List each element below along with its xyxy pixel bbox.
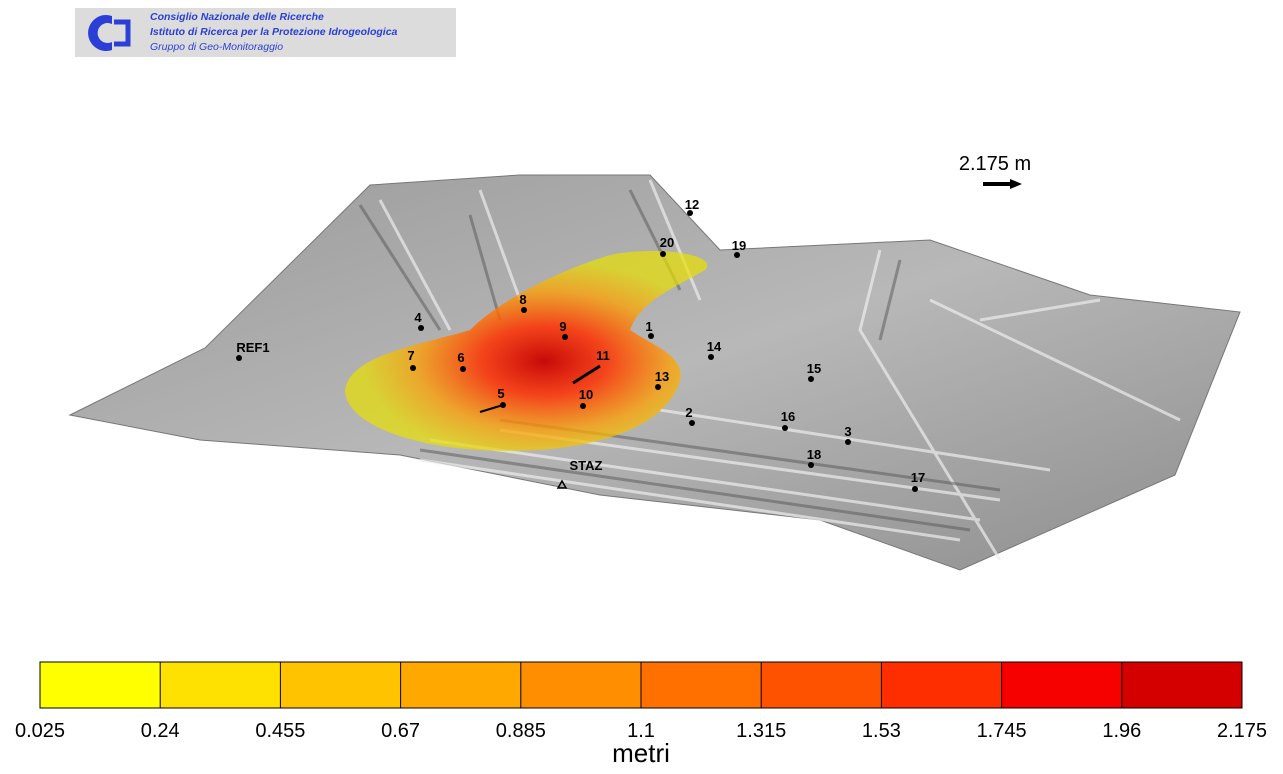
point-label: 13	[655, 369, 669, 384]
colorbar-segment	[1002, 662, 1122, 708]
point-marker	[521, 307, 527, 313]
figure: Consiglio Nazionale delle Ricerche Istit…	[0, 0, 1283, 774]
colorbar-tick-label: 1.315	[736, 720, 786, 742]
point-label: 20	[660, 235, 674, 250]
point-label: 11	[596, 348, 610, 363]
point-marker	[708, 354, 714, 360]
point-label: 14	[707, 339, 722, 354]
point-label: 18	[807, 447, 821, 462]
point-marker	[845, 439, 851, 445]
point-label: 7	[407, 348, 414, 363]
point-marker	[808, 376, 814, 382]
colorbar-tick-label: 1.53	[862, 720, 901, 742]
colorbar-segment	[160, 662, 280, 708]
point-label: 9	[559, 319, 566, 334]
point-label: 1	[645, 319, 652, 334]
point-label: 3	[844, 424, 851, 439]
page: Consiglio Nazionale delle Ricerche Istit…	[0, 0, 1283, 774]
colorbar-tick-label: 1.96	[1102, 720, 1141, 742]
point-marker	[655, 384, 661, 390]
point-label: 16	[781, 409, 795, 424]
point-marker	[912, 486, 918, 492]
point-label: 8	[519, 292, 526, 307]
point-label: 6	[457, 350, 464, 365]
colorbar-tick-label: 0.025	[15, 720, 65, 742]
point-label: 10	[579, 387, 593, 402]
colorbar-segment	[761, 662, 881, 708]
colorbar-segment	[641, 662, 761, 708]
colorbar-segment	[401, 662, 521, 708]
point-marker	[562, 334, 568, 340]
point-label: 12	[685, 197, 699, 212]
colorbar-tick-label: 1.1	[627, 720, 655, 742]
colorbar-segment	[280, 662, 400, 708]
colorbar-tick-label: 2.175	[1217, 720, 1267, 742]
point-marker	[460, 366, 466, 372]
point-marker	[236, 355, 242, 361]
colorbar-segment	[1122, 662, 1242, 708]
colorbar-tick-label: 0.24	[141, 720, 180, 742]
point-label: 5	[497, 386, 504, 401]
point-marker	[410, 365, 416, 371]
point-marker	[782, 425, 788, 431]
point-label: 2	[685, 405, 692, 420]
point-label: 17	[911, 470, 925, 485]
logo: Consiglio Nazionale delle Ricerche Istit…	[75, 8, 456, 57]
colorbar: metri 0.025 0.24 0.455 0.67 0.885 1.1 1.315 1.5…	[15, 662, 1267, 768]
point-label: 19	[732, 238, 746, 253]
point-label: 4	[414, 310, 422, 325]
colorbar-segment	[881, 662, 1001, 708]
point-label: 15	[807, 361, 821, 376]
scale-label: 2.175 m	[959, 153, 1031, 175]
colorbar-segment	[40, 662, 160, 708]
colorbar-tick-label: 0.67	[381, 720, 420, 742]
point-label: REF1	[236, 340, 269, 355]
colorbar-label: metri	[612, 738, 670, 768]
header-line: Gruppo di Geo-Monitoraggio	[150, 41, 283, 53]
colorbar-tick-label: 0.885	[496, 720, 546, 742]
scale-arrow: 2.175 m	[959, 153, 1031, 189]
colorbar-tick-label: 0.455	[255, 720, 305, 742]
colorbar-tick-label: 1.745	[977, 720, 1027, 742]
point-marker	[500, 402, 506, 408]
header-line: Consiglio Nazionale delle Ricerche	[150, 11, 324, 23]
colorbar-segment	[521, 662, 641, 708]
point-marker	[580, 403, 586, 409]
point-marker	[808, 462, 814, 468]
header-line: Istituto di Ricerca per la Protezione Id…	[150, 26, 398, 38]
point-marker	[660, 251, 666, 257]
point-marker	[418, 325, 424, 331]
arrow-head	[1010, 179, 1022, 189]
point-label: STAZ	[570, 458, 603, 473]
point-marker	[689, 420, 695, 426]
